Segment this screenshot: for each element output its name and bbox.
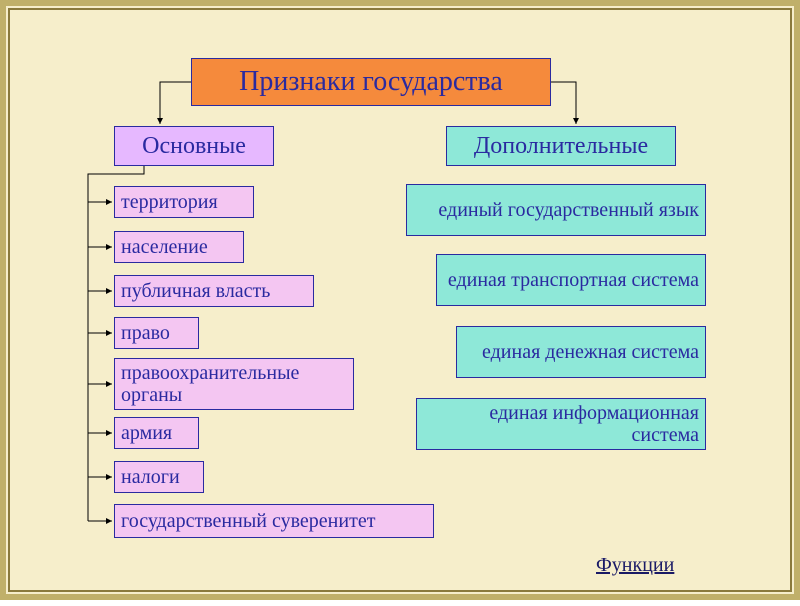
extra-item: единая транспортная система [436, 254, 706, 306]
extra-header: Дополнительные [446, 126, 676, 166]
main-item-text: публичная власть [121, 280, 270, 303]
main-item: правоохранительные органы [114, 358, 354, 410]
main-item: публичная власть [114, 275, 314, 307]
title-box: Признаки государства [191, 58, 551, 106]
main-item: право [114, 317, 199, 349]
extra-item: единая информационная система [416, 398, 706, 450]
main-item: государственный суверенитет [114, 504, 434, 538]
main-item-text: право [121, 322, 170, 345]
extra-item: единая денежная система [456, 326, 706, 378]
main-header: Основные [114, 126, 274, 166]
main-item-text: территория [121, 191, 218, 214]
extra-item-text: единый государственный язык [438, 199, 699, 221]
main-item: территория [114, 186, 254, 218]
functions-link[interactable]: Функции [596, 554, 674, 577]
extra-header-text: Дополнительные [474, 133, 648, 160]
main-item: налоги [114, 461, 204, 493]
extra-item: единый государственный язык [406, 184, 706, 236]
main-item: армия [114, 417, 199, 449]
main-item-text: правоохранительные органы [121, 362, 347, 406]
main-item: население [114, 231, 244, 263]
main-item-text: государственный суверенитет [121, 510, 375, 533]
functions-link-text: Функции [596, 554, 674, 576]
main-item-text: население [121, 236, 208, 259]
main-item-text: налоги [121, 466, 180, 489]
diagram-canvas: Признаки государства Основные Дополнител… [0, 0, 800, 600]
main-item-text: армия [121, 422, 172, 445]
extra-item-text: единая денежная система [482, 341, 699, 363]
extra-item-text: единая информационная система [423, 402, 699, 446]
extra-item-text: единая транспортная система [448, 269, 699, 291]
main-header-text: Основные [142, 133, 246, 160]
title-text: Признаки государства [239, 66, 503, 98]
